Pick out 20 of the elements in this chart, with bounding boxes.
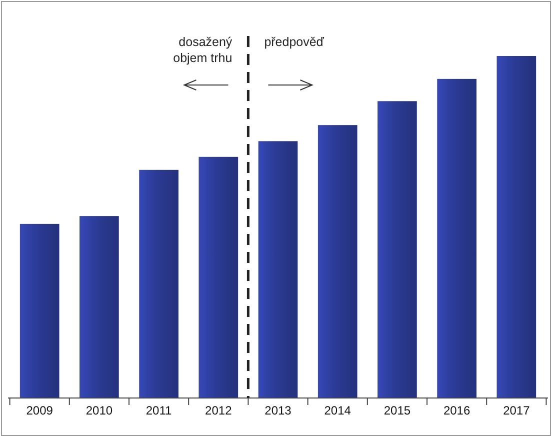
x-tick-label: 2010 — [86, 404, 113, 418]
bar — [139, 170, 178, 398]
x-tick-label: 2009 — [26, 404, 54, 418]
bar — [198, 156, 238, 398]
text: předpověď — [264, 35, 324, 49]
bar — [258, 141, 298, 398]
bar — [378, 101, 417, 398]
bar — [437, 78, 476, 398]
x-tick-label: 2017 — [503, 404, 530, 418]
bar — [496, 56, 536, 398]
bar — [318, 125, 358, 398]
x-tick-label: 2012 — [205, 404, 232, 418]
x-tick-label: 2013 — [264, 404, 292, 418]
x-tick-label: 2011 — [146, 404, 172, 418]
x-tick-label: 2016 — [443, 404, 470, 418]
x-tick-label: 2015 — [384, 404, 411, 418]
bar — [80, 216, 119, 398]
annotation: dosažený objem trhu — [173, 35, 233, 65]
x-tick-label: 2014 — [324, 404, 352, 418]
bar — [20, 224, 60, 398]
